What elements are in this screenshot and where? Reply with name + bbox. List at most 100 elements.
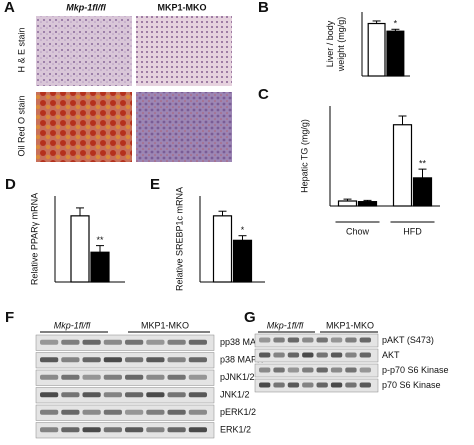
band [125,339,144,345]
band [259,352,271,358]
band [302,382,314,388]
row-label: Oil Red O stain [16,95,26,156]
band [103,427,122,433]
micrograph [36,16,132,86]
band [259,337,271,343]
band [287,367,300,373]
band [273,337,285,343]
band [188,339,207,345]
group-header: MKP1-MKO [326,320,374,330]
x-tick-label: Chow [346,226,370,236]
band [287,382,300,388]
band [316,352,328,358]
band [61,374,80,380]
band [146,357,165,363]
bar [412,177,433,207]
row-label: H & E stain [16,27,26,72]
band [40,392,59,398]
band [273,352,285,358]
band [302,337,314,343]
band [40,409,59,415]
panel-label: B [258,0,269,16]
band [359,337,371,343]
band-label: ERK1/2 [220,425,251,435]
band [287,352,300,358]
significance: ** [419,159,427,169]
band [125,357,144,363]
band [82,409,101,415]
band-label: pAKT (S473) [382,335,434,345]
band [345,382,357,388]
band [359,367,371,373]
bar [90,251,110,283]
band [82,392,101,398]
band [167,339,186,345]
band [61,409,80,415]
band-label: AKT [382,350,400,360]
panel-label: E [150,176,160,193]
bar [357,201,378,207]
band [61,339,80,345]
band [103,392,122,398]
band [40,339,59,345]
band [146,409,165,415]
band [146,427,165,433]
band-label: p-p70 S6 Kinase [382,365,449,375]
band [316,382,328,388]
band [61,427,80,433]
y-axis-label: weight (mg/g) [336,17,346,73]
band [40,374,59,380]
band [61,357,80,363]
panel-label: D [5,176,16,193]
micrograph [136,16,232,86]
band [345,367,357,373]
band-label: pJNK1/2 [220,372,255,382]
band [125,392,144,398]
panel-label: G [244,309,256,326]
band [345,337,357,343]
band [125,427,144,433]
panel-label: C [258,86,269,103]
band [330,382,343,388]
band-label: JNK1/2 [220,390,250,400]
band [345,352,357,358]
band [273,367,285,373]
band [167,374,186,380]
band [259,382,271,388]
group-header: Mkp-1fl/fl [54,320,92,330]
band [167,392,186,398]
band [146,392,165,398]
band [316,337,328,343]
bar [392,124,413,207]
band [273,382,285,388]
bar [70,215,90,283]
y-axis-label: Liver / body [325,20,335,67]
y-axis-label: Relative SREBP1c mRNA [174,187,184,291]
band [302,367,314,373]
band-label: pERK1/2 [220,407,256,417]
micrograph [136,92,232,162]
band [146,374,165,380]
group-header: Mkp-1fl/fl [267,320,305,330]
band-label: p70 S6 Kinase [382,380,441,390]
band [330,337,343,343]
bar [212,215,233,283]
band [359,352,371,358]
band [188,357,207,363]
micrograph [36,92,132,162]
band [82,339,101,345]
group-header: MKP1-MKO [141,320,189,330]
significance: * [394,19,398,29]
band [103,357,122,363]
band [61,392,80,398]
band [40,357,59,363]
band [82,427,101,433]
bar [367,22,386,77]
band-label: pp38 MAPK [220,337,268,347]
band [125,409,144,415]
band [40,427,59,433]
band [103,374,122,380]
y-axis-label: Hepatic TG (mg/g) [299,119,309,193]
band [316,367,328,373]
